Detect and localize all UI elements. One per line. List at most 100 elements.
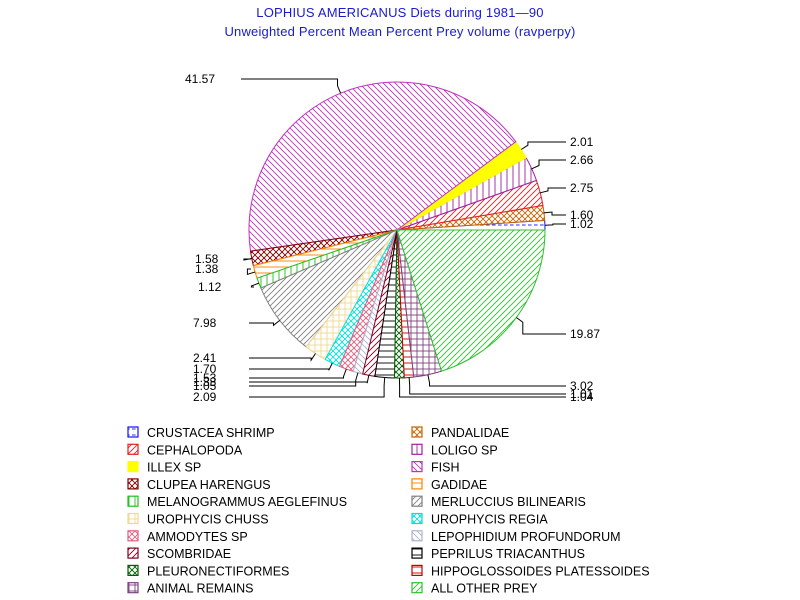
legend-entry: HIPPOGLOSSOIDES PLATESSOIDES <box>411 564 650 578</box>
legend-entry: MERLUCCIUS BILINEARIS <box>411 495 586 509</box>
legend-entry: GADIDAE <box>411 478 487 492</box>
leader-line <box>249 368 347 379</box>
leader-lines <box>241 78 566 398</box>
legend-label: UROPHYCIS REGIA <box>431 513 548 527</box>
legend-label: ILLEX SP <box>147 461 201 475</box>
leader-line <box>246 268 256 275</box>
legend-label: LOLIGO SP <box>431 443 498 457</box>
slice-value-label: 1.38 <box>195 262 219 276</box>
leader-line <box>243 258 252 261</box>
slice-value-label: 2.41 <box>193 351 217 365</box>
legend-swatch <box>411 478 423 490</box>
legend-entry: ILLEX SP <box>127 461 201 475</box>
slice-value-label: 1.53 <box>193 371 217 385</box>
slice-value-label: 2.01 <box>570 135 594 149</box>
legend-entry: UROPHYCIS REGIA <box>411 512 548 527</box>
legend-swatch <box>127 512 139 525</box>
slice-value-label: 1.02 <box>570 217 594 231</box>
legend-swatch <box>127 582 139 594</box>
slice-value-label: 2.66 <box>570 153 594 167</box>
legend-entry: FISH <box>411 461 459 475</box>
leader-line <box>408 377 566 395</box>
slice-value-label: 1.05 <box>193 379 217 393</box>
legend-swatch <box>411 512 423 525</box>
slice-value-label: 1.01 <box>570 387 594 401</box>
legend-swatch <box>411 495 423 507</box>
leader-line <box>249 362 333 371</box>
legend-label: SCOMBRIDAE <box>147 547 231 561</box>
leader-line <box>520 141 566 150</box>
legend-entry: CRUSTACEA SHRIMP <box>127 426 275 440</box>
legend-swatch <box>411 426 423 438</box>
leader-line <box>427 374 566 387</box>
legend-entry: ANIMAL REMAINS <box>127 582 254 596</box>
slice-value-label: 1.70 <box>193 362 217 376</box>
slice-value-label: 1.58 <box>195 252 219 266</box>
legend: CRUSTACEA SHRIMP PANDALIDAE CEPHALOPODA LOL… <box>127 426 650 596</box>
pie-slices <box>248 81 546 379</box>
chart-subtitle: Unweighted Percent Mean Percent Prey vol… <box>224 24 576 39</box>
legend-swatch <box>127 426 139 438</box>
legend-entry: MELANOGRAMMUS AEGLEFINUS <box>127 495 347 509</box>
legend-swatch <box>411 582 423 594</box>
legend-label: HIPPOGLOSSOIDES PLATESSOIDES <box>431 564 650 578</box>
legend-entry: LEPOPHIDIUM PROFUNDORUM <box>411 530 621 544</box>
legend-entry: PEPRILUS TRIACANTHUS <box>411 547 585 561</box>
legend-label: CLUPEA HARENGUS <box>147 478 271 492</box>
legend-swatch <box>127 495 139 507</box>
legend-entry: CLUPEA HARENGUS <box>127 478 271 492</box>
leader-line <box>540 187 566 194</box>
slice-value-label: 41.57 <box>185 72 215 86</box>
legend-entry: SCOMBRIDAE <box>127 547 231 561</box>
legend-swatch <box>411 564 423 577</box>
legend-label: ANIMAL REMAINS <box>147 582 254 596</box>
pie-slice-fish <box>248 81 517 252</box>
leader-line <box>249 353 316 362</box>
legend-label: PANDALIDAE <box>431 426 509 440</box>
legend-swatch <box>127 530 139 542</box>
legend-label: GADIDAE <box>431 478 487 492</box>
leader-line <box>516 317 566 335</box>
legend-swatch <box>127 443 139 455</box>
legend-label: PLEURONECTIFORMES <box>147 564 289 578</box>
legend-label: CRUSTACEA SHRIMP <box>147 426 275 440</box>
legend-swatch <box>411 461 423 473</box>
legend-label: FISH <box>431 461 459 475</box>
legend-swatch <box>411 547 423 559</box>
slice-value-label: 2.09 <box>193 390 217 404</box>
legend-label: ALL OTHER PREY <box>431 582 538 596</box>
legend-entry: AMMODYTES SP <box>127 530 248 544</box>
leader-line <box>544 223 566 226</box>
legend-label: AMMODYTES SP <box>147 530 248 544</box>
leader-line <box>249 377 386 398</box>
legend-entry: PANDALIDAE <box>411 426 509 440</box>
legend-swatch <box>411 443 423 455</box>
legend-swatch <box>127 564 139 577</box>
legend-label: CEPHALOPODA <box>147 443 243 457</box>
leader-line <box>241 78 342 94</box>
leader-line <box>398 377 566 398</box>
leader-line <box>249 375 370 384</box>
slice-value-label: 3.02 <box>570 379 594 393</box>
legend-label: MERLUCCIUS BILINEARIS <box>431 495 586 509</box>
leader-line <box>249 372 359 387</box>
slice-value-label: 19.87 <box>570 327 600 341</box>
legend-label: MELANOGRAMMUS AEGLEFINUS <box>147 495 347 509</box>
legend-entry: UROPHYCIS CHUSS <box>127 512 269 527</box>
leader-line <box>543 211 566 216</box>
slice-value-label: 1.33 <box>193 375 217 389</box>
slice-value-label: 7.98 <box>193 316 217 330</box>
legend-entry: PLEURONECTIFORMES <box>127 564 289 578</box>
legend-label: PEPRILUS TRIACANTHUS <box>431 547 585 561</box>
slice-labels: 1.021.60 2.75 2.66 2.01 41.57 1.581.38 1.12 7.9… <box>185 72 600 404</box>
slice-value-label: 1.60 <box>570 208 594 222</box>
legend-entry: LOLIGO SP <box>411 443 498 457</box>
legend-label: UROPHYCIS CHUSS <box>147 513 269 527</box>
leader-line <box>249 320 281 327</box>
legend-swatch <box>127 547 139 559</box>
legend-label: LEPOPHIDIUM PROFUNDORUM <box>431 530 621 544</box>
legend-swatch <box>411 530 423 542</box>
legend-swatch <box>127 478 139 490</box>
slice-value-label: 1.04 <box>570 390 594 404</box>
legend-swatch <box>127 461 139 473</box>
